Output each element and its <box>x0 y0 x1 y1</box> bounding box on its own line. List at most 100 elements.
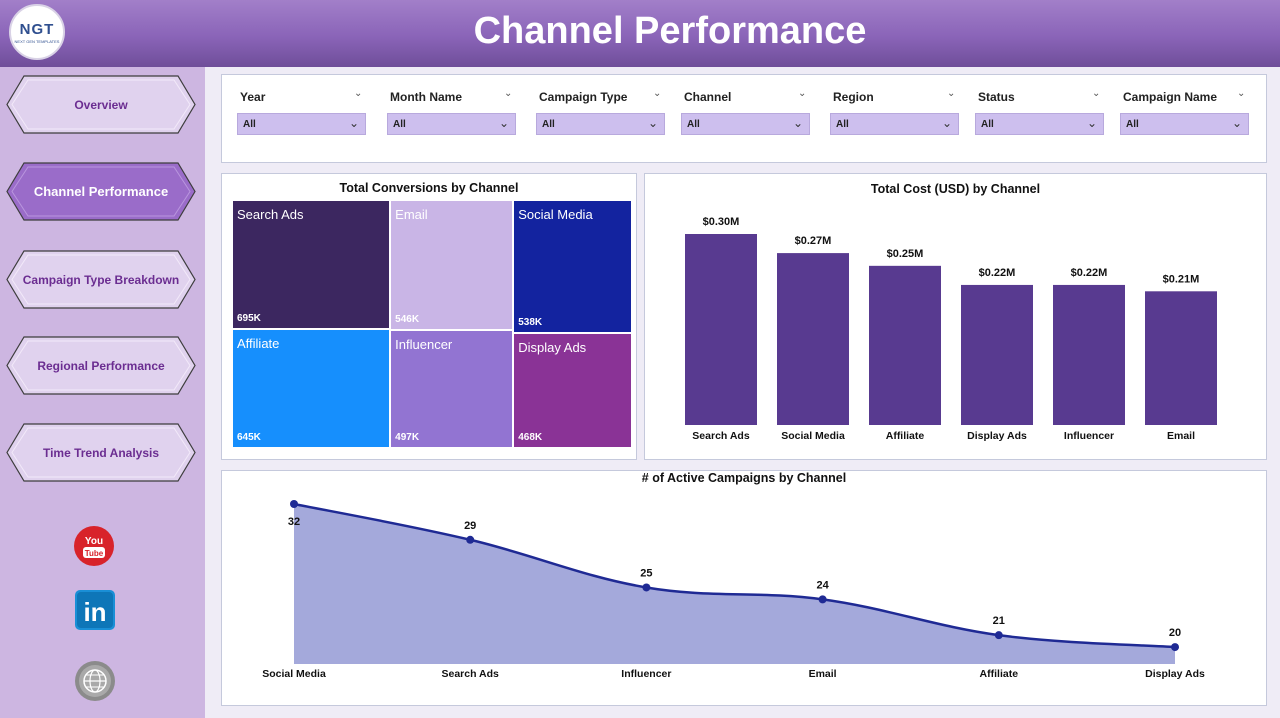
treemap-tile-label: Affiliate <box>237 335 280 351</box>
area-category-label: Search Ads <box>442 668 500 680</box>
bar-data-label: $0.25M <box>887 248 924 260</box>
area-point-search-ads[interactable] <box>466 535 475 544</box>
treemap-tile-label: Influencer <box>395 336 453 352</box>
area-category-label: Affiliate <box>980 668 1019 680</box>
chevron-down-icon[interactable]: ⌄ <box>1092 88 1101 99</box>
treemap-tile-value: 645K <box>237 431 261 443</box>
bar-category-label: Search Ads <box>692 430 750 442</box>
chevron-down-icon[interactable]: ⌄ <box>354 88 363 99</box>
treemap-tile-social-media[interactable]: Social Media 538K <box>514 201 631 332</box>
svg-text:You: You <box>85 536 103 547</box>
bar-category-label: Affiliate <box>886 430 925 442</box>
treemap-tile-value: 538K <box>518 316 543 328</box>
nav-label: Overview <box>74 97 128 112</box>
area-category-label: Social Media <box>262 668 326 680</box>
filter-dropdown[interactable]: All ⌄ <box>237 113 366 135</box>
treemap-tile-label: Display Ads <box>518 339 587 355</box>
bar-category-label: Display Ads <box>967 430 1027 442</box>
area-category-label: Email <box>809 668 837 680</box>
area-fill <box>294 504 1175 664</box>
filter-dropdown[interactable]: All ⌄ <box>975 113 1104 135</box>
bar-data-label: $0.22M <box>979 267 1016 279</box>
chevron-down-icon: ⌄ <box>647 116 658 130</box>
area-data-label: 32 <box>288 516 300 528</box>
treemap-tile-display-ads[interactable]: Display Ads 468K <box>514 333 631 447</box>
filter-label: Region <box>833 90 874 104</box>
chevron-down-icon: ⌄ <box>498 116 509 130</box>
area-point-influencer[interactable] <box>642 583 651 592</box>
bar-category-label: Influencer <box>1064 430 1114 442</box>
treemap-tile-email[interactable]: Email 546K <box>391 201 513 329</box>
bar-email[interactable] <box>1145 291 1217 425</box>
treemap-tile-value: 468K <box>518 431 543 443</box>
area-point-social-media[interactable] <box>290 500 298 508</box>
filter-value: All <box>243 119 256 130</box>
conversions-treemap-panel: Total Conversions by Channel Search Ads 6… <box>221 173 637 460</box>
treemap-tile-search-ads[interactable]: Search Ads 695K <box>233 201 390 328</box>
treemap-tile-label: Search Ads <box>237 207 304 222</box>
bar-influencer[interactable] <box>1053 284 1125 425</box>
area-data-label: 29 <box>464 520 476 532</box>
nav-overview[interactable]: Overview <box>6 75 196 134</box>
nav-label: Channel Performance <box>33 184 169 199</box>
linkedin-icon[interactable]: in <box>74 589 116 631</box>
filter-value: All <box>1126 119 1139 130</box>
chevron-down-icon[interactable]: ⌄ <box>798 88 807 99</box>
area-data-label: 25 <box>640 567 652 579</box>
area-line <box>293 502 1176 649</box>
area-point-affiliate[interactable] <box>994 631 1003 640</box>
nav-channel-performance[interactable]: Channel Performance <box>6 162 196 221</box>
filter-dropdown[interactable]: All ⌄ <box>1120 113 1249 135</box>
svg-text:in: in <box>83 597 106 627</box>
chevron-down-icon[interactable]: ⌄ <box>653 88 662 99</box>
bar-data-label: $0.21M <box>1163 273 1200 285</box>
bar-search-ads[interactable] <box>685 234 757 425</box>
filter-value: All <box>687 119 700 130</box>
filter-dropdown[interactable]: All ⌄ <box>536 113 665 135</box>
bar-social-media[interactable] <box>777 253 849 425</box>
filter-dropdown[interactable]: All ⌄ <box>681 113 810 135</box>
filter-dropdown[interactable]: All ⌄ <box>830 113 959 135</box>
nav-label: Campaign Type Breakdown <box>22 272 180 287</box>
area-data-label: 20 <box>1169 627 1181 639</box>
bar-display-ads[interactable] <box>961 284 1033 425</box>
area-category-label: Influencer <box>621 668 671 680</box>
nav-regional-performance[interactable]: Regional Performance <box>6 336 196 395</box>
filter-dropdown[interactable]: All ⌄ <box>387 113 516 135</box>
globe-icon[interactable] <box>74 660 116 702</box>
bar-chart: $0.30M Search Ads $0.27M Social Media $0.25M… <box>685 216 1217 442</box>
cost-bar-chart-panel: Total Cost (USD) by Channel $0.30M Search… <box>644 173 1267 460</box>
bar-affiliate[interactable] <box>869 265 941 425</box>
filter-label: Channel <box>684 90 732 104</box>
filter-label: Year <box>240 90 266 104</box>
treemap-tile-affiliate[interactable]: Affiliate 645K <box>233 329 390 447</box>
treemap-tile-value: 546K <box>395 313 420 325</box>
chevron-down-icon: ⌄ <box>348 116 359 130</box>
treemap-tile-value: 695K <box>237 312 261 324</box>
youtube-icon[interactable]: You Tube <box>73 525 115 567</box>
filter-value: All <box>542 119 555 130</box>
chevron-down-icon[interactable]: ⌄ <box>1237 88 1246 99</box>
nav-time-trend-analysis[interactable]: Time Trend Analysis <box>6 423 196 482</box>
chevron-down-icon[interactable]: ⌄ <box>504 88 513 99</box>
area-chart-title: # of Active Campaigns by Channel <box>641 471 847 485</box>
treemap-tile-influencer[interactable]: Influencer 497K <box>391 330 513 447</box>
area-point-display-ads[interactable] <box>1171 643 1179 652</box>
nav-label: Time Trend Analysis <box>42 445 160 460</box>
chevron-down-icon[interactable]: ⌄ <box>947 88 956 99</box>
area-data-label: 24 <box>816 579 829 591</box>
area-data-label: 21 <box>993 615 1005 627</box>
bar-category-label: Social Media <box>781 430 845 442</box>
filter-panel: Year ⌄ All ⌄ Month Name ⌄ All ⌄ Campaign Type ⌄ Al… <box>221 74 1267 163</box>
filter-value: All <box>393 119 406 130</box>
treemap-title: Total Conversions by Channel <box>339 181 519 195</box>
logo-subtext: NEXT GEN TEMPLATES <box>14 38 60 44</box>
area-point-email[interactable] <box>818 595 827 604</box>
nav-campaign-type-breakdown[interactable]: Campaign Type Breakdown <box>6 250 196 309</box>
filter-label: Status <box>978 90 1015 104</box>
sidebar: Overview Channel Performance Campaign Type… <box>0 67 205 718</box>
active-campaigns-area-panel: # of Active Campaigns by Channel 32 Socia… <box>221 470 1267 706</box>
ngt-logo: NGT NEXT GEN TEMPLATES <box>9 4 65 60</box>
bar-data-label: $0.22M <box>1071 267 1108 279</box>
header-bar: NGT NEXT GEN TEMPLATES Channel Performan… <box>0 0 1280 67</box>
